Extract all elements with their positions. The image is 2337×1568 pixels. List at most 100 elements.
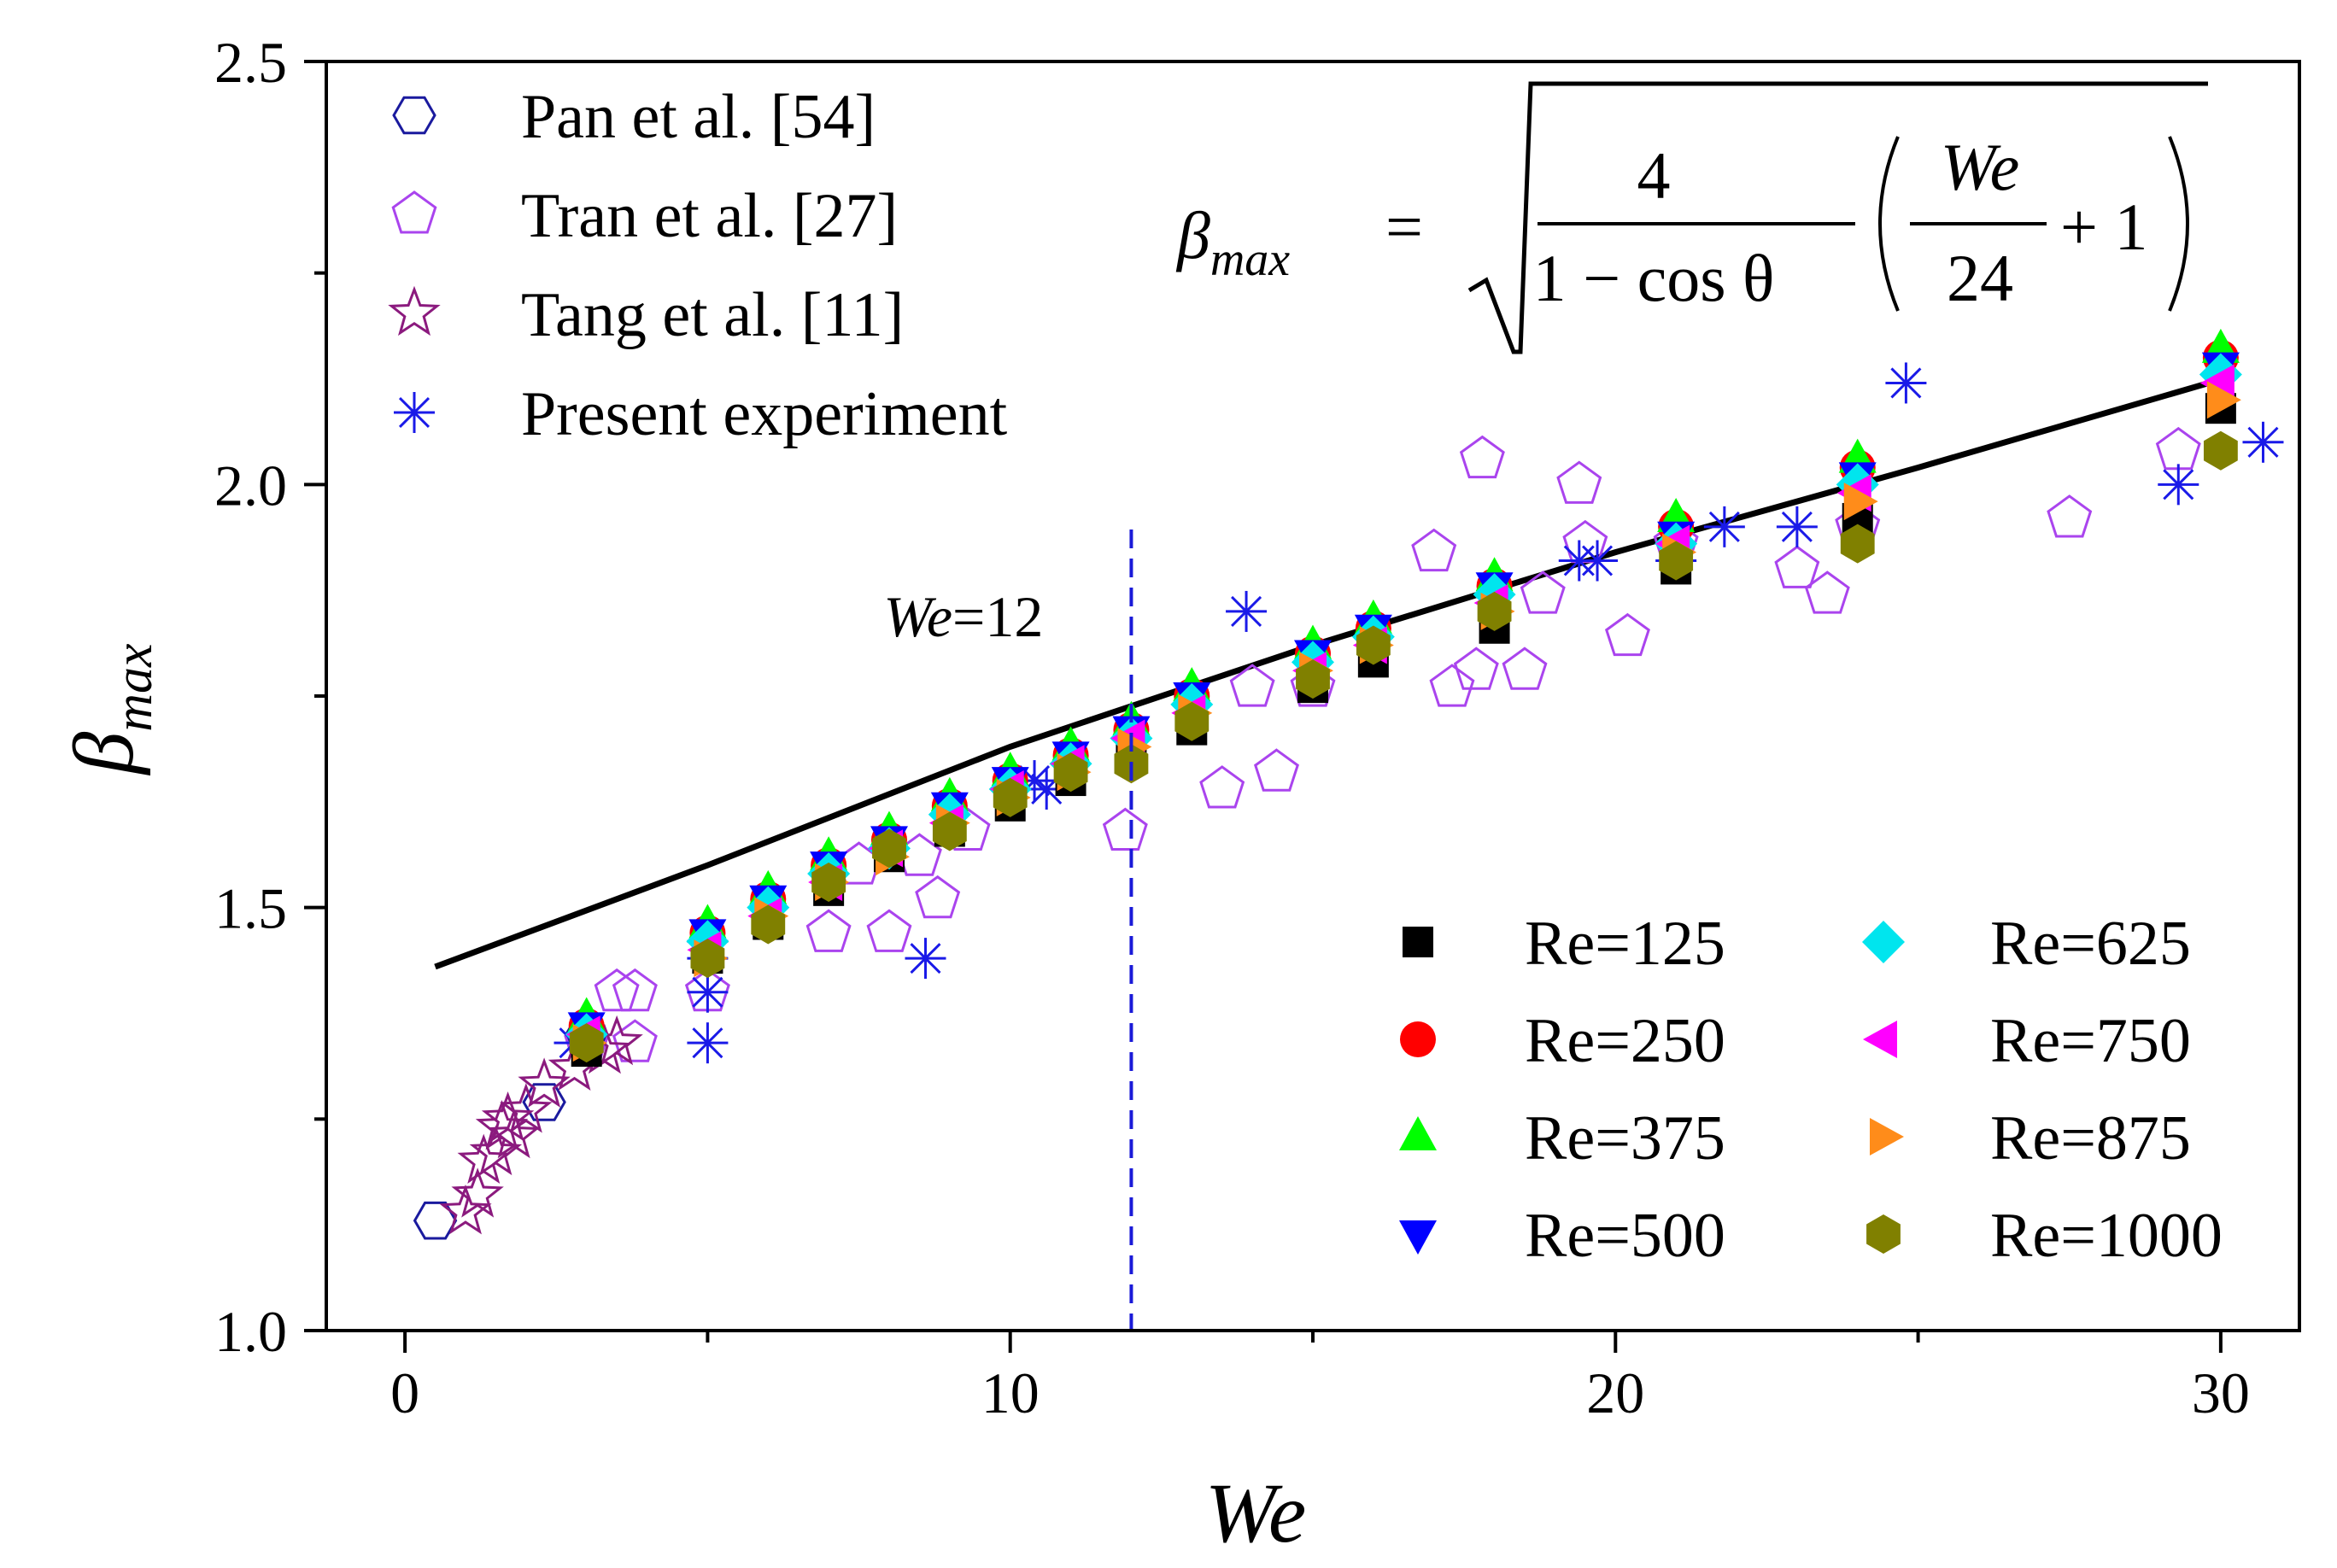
data-point [1102, 807, 1148, 851]
data-point [522, 1083, 566, 1121]
data-point [1577, 540, 1619, 582]
legend-marker [1403, 927, 1433, 957]
legend-label: Tran et al. [27] [521, 181, 898, 251]
data-point [500, 1083, 553, 1133]
y-tick-label: 1.0 [214, 1299, 287, 1364]
legend-marker [391, 190, 437, 234]
data-point [1502, 647, 1548, 690]
model-equation: βmax = 4 1 − cos θ We 24 + 1 [1175, 81, 2208, 354]
equation-plus-one: + 1 [2060, 190, 2148, 264]
data-point [1290, 664, 1336, 707]
legend-marker [1862, 921, 1905, 963]
legend-marker [1400, 1021, 1436, 1057]
legend-label: Re=750 [1990, 1006, 2191, 1076]
data-point [451, 1167, 504, 1218]
x-axis-title: We [1205, 1466, 1307, 1560]
data-point [569, 1023, 604, 1063]
data-point [612, 968, 658, 1012]
data-point [1843, 483, 1878, 521]
legend-marker [1866, 1214, 1901, 1254]
legend-marker [394, 392, 435, 433]
data-point [1253, 748, 1299, 792]
data-point [1356, 625, 1391, 665]
equation-left-paren [1878, 136, 1900, 312]
data-point [413, 1201, 458, 1240]
reference-line-label: We=12 [883, 584, 1043, 649]
legend-marker [392, 96, 436, 135]
legend-label: Re=125 [1525, 909, 1725, 979]
data-point [1703, 506, 1745, 547]
data-point [1411, 528, 1457, 572]
data-point [1604, 612, 1650, 657]
legend-label: Present experiment [521, 379, 1008, 449]
data-point [1459, 435, 1505, 479]
data-point [915, 875, 961, 919]
legend-marker [1399, 1116, 1437, 1150]
y-axis-title: βmax [56, 643, 163, 776]
equation-lhs: βmax [1175, 198, 1290, 286]
equation-right-paren [2168, 136, 2189, 312]
equation-inner-numerator: We [1941, 130, 2019, 204]
data-point [1520, 570, 1566, 614]
data-point [811, 862, 846, 902]
data-point [1174, 701, 1210, 741]
legend-label: Re=875 [1990, 1103, 2191, 1173]
y-axis: 1.0 1.5 2.0 2.5 [214, 30, 326, 1364]
data-point [805, 909, 852, 952]
x-tick-label: 10 [981, 1360, 1040, 1425]
y-tick-label: 2.5 [214, 30, 287, 95]
data-point [905, 938, 946, 980]
data-point [2158, 464, 2199, 506]
data-point [612, 1019, 658, 1062]
legend-label: Re=375 [1525, 1103, 1725, 1173]
data-point [690, 939, 725, 979]
data-point [993, 777, 1028, 817]
data-point [1477, 591, 1512, 631]
data-point [1774, 545, 1820, 588]
data-point [687, 971, 729, 1013]
data-point [1053, 752, 1088, 793]
legend-label: Re=500 [1525, 1201, 1725, 1271]
y-tick-label: 2.0 [214, 453, 287, 518]
equation-numerator: 4 [1637, 138, 1671, 213]
legend-reynolds: Re=125 Re=250 Re=375 Re=500 Re=625 Re=750 Re=8… [1399, 909, 2223, 1271]
data-point [687, 1022, 729, 1064]
data-point [1776, 506, 1818, 547]
x-axis: 0 10 20 30 [390, 1331, 2250, 1425]
data-point [518, 1057, 571, 1108]
data-point [1885, 362, 1927, 404]
equation-sqrt-sign [1467, 81, 2208, 354]
data-point [1229, 664, 1275, 707]
equation-equals: = [1385, 190, 1423, 264]
legend-label: Tang et al. [11] [521, 280, 904, 350]
x-tick-label: 0 [390, 1360, 419, 1425]
equation-denominator: 1 − cos θ [1533, 241, 1775, 315]
legend-label: Pan et al. [54] [521, 82, 876, 152]
legend-literature: Pan et al. [54] Tran et al. [27] Tang et a… [388, 82, 1008, 449]
y-tick-label: 1.5 [214, 876, 287, 941]
legend-label: Re=250 [1525, 1006, 1725, 1076]
legend-marker [1863, 1021, 1897, 1058]
legend-marker [388, 285, 441, 336]
data-point [439, 1185, 492, 1235]
data-point [594, 968, 640, 1012]
legend-label: Re=625 [1990, 909, 2191, 979]
data-point [2203, 430, 2238, 471]
legend-marker [1399, 1220, 1437, 1255]
data-point [1556, 460, 1602, 504]
data-point [487, 1108, 541, 1159]
data-point [1659, 541, 1694, 581]
legend-label: Re=1000 [1990, 1201, 2223, 1271]
data-point [866, 909, 912, 952]
x-tick-label: 30 [2192, 1360, 2250, 1425]
data-point [1199, 765, 1245, 809]
reference-line-group: We=12 [883, 529, 1133, 1331]
data-point [1296, 659, 1330, 699]
data-points [413, 328, 2284, 1240]
data-point [751, 904, 786, 945]
data-point [2242, 421, 2284, 463]
data-point [1226, 590, 1268, 632]
data-point [932, 811, 967, 851]
